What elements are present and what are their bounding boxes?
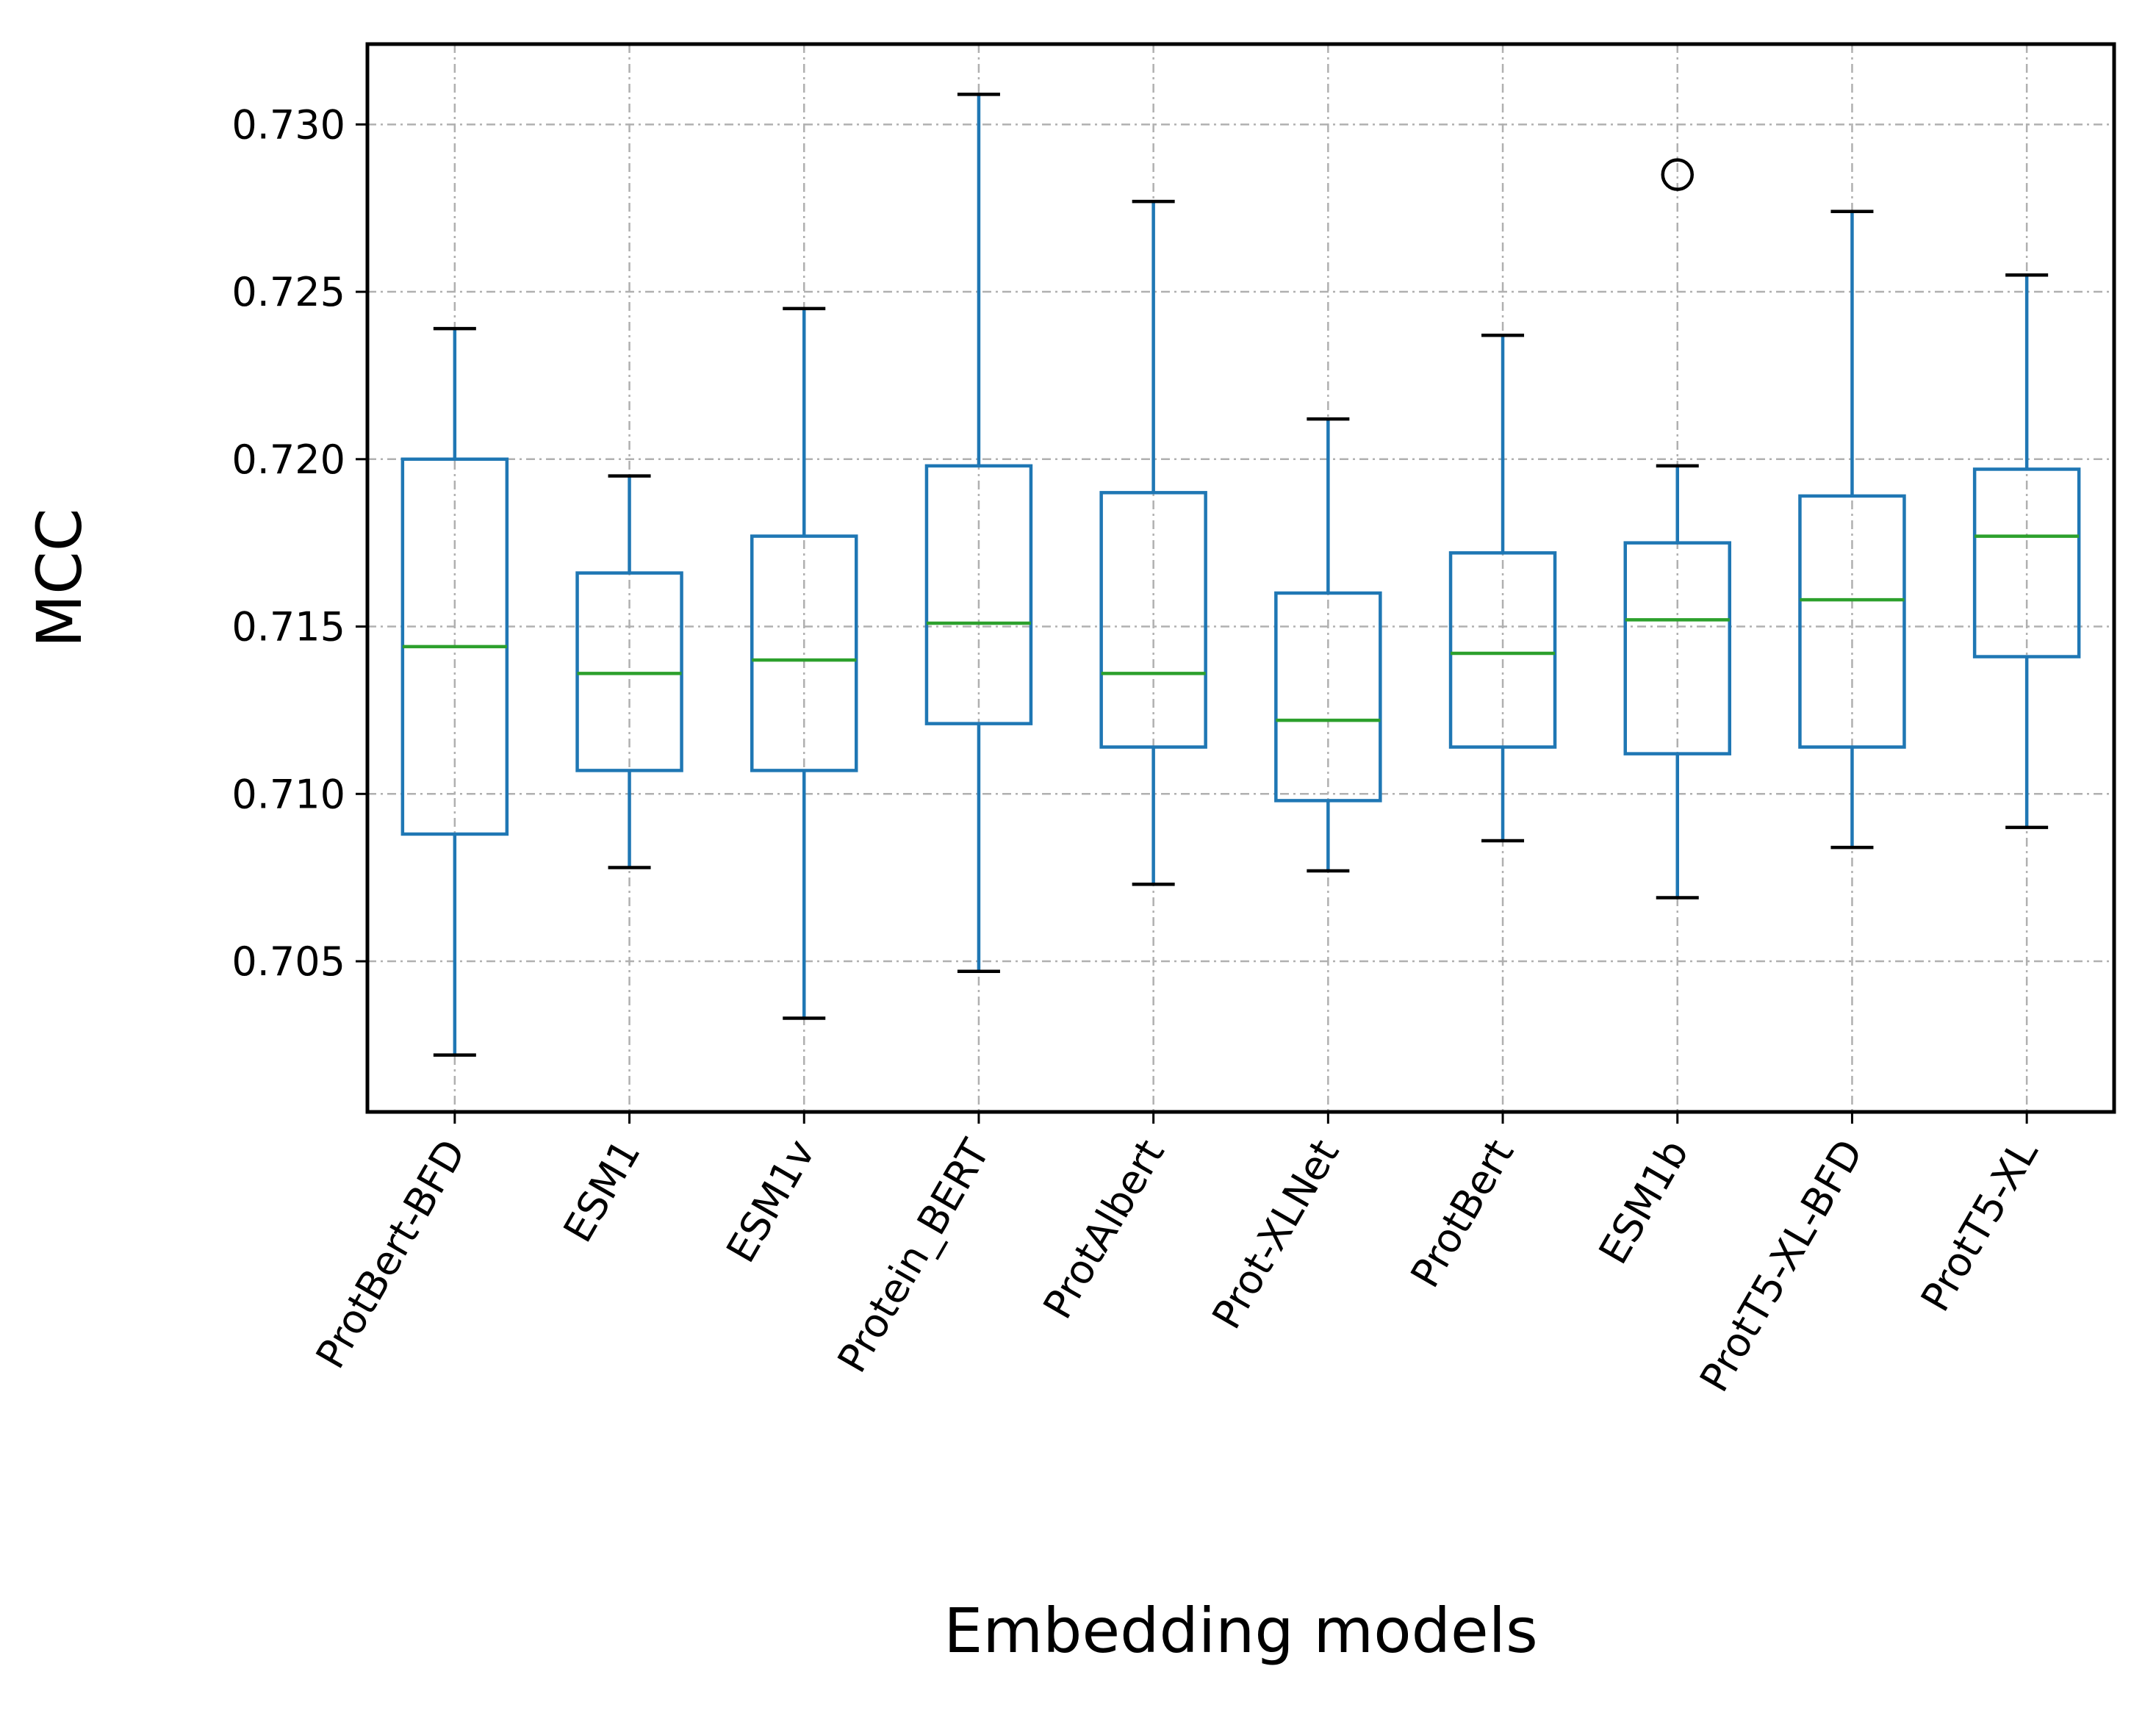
iqr-box xyxy=(1798,494,1906,749)
y-tick-label: 0.725 xyxy=(231,269,345,315)
iqr-box xyxy=(750,534,858,772)
y-axis-label: MCC xyxy=(24,509,96,648)
box-ProtT5-XL-BFD xyxy=(1798,209,1906,850)
x-tick-label: ProtBert-BFD xyxy=(307,1132,475,1376)
box-ProtBert-BFD xyxy=(400,326,509,1057)
x-tick-label: Protein_BERT xyxy=(829,1131,999,1380)
iqr-box xyxy=(1623,541,1731,755)
x-tick-label: Prot-XLNet xyxy=(1203,1132,1348,1337)
box-Protein_BERT xyxy=(924,93,1033,973)
axis-ticks: 0.705 0.710 0.715 0.720 0.725 0.730 ProtBert-B… xyxy=(231,101,2047,1399)
iqr-box xyxy=(1448,551,1557,749)
boxes xyxy=(400,93,2081,1057)
iqr-box xyxy=(1972,467,2081,658)
grid-lines xyxy=(367,44,2114,1112)
box-ESM1v xyxy=(750,306,858,1020)
y-tick-label: 0.720 xyxy=(231,437,345,483)
y-tick-label: 0.730 xyxy=(231,101,345,148)
box-ESM1b xyxy=(1623,158,1731,900)
x-tick-label: ESM1 xyxy=(555,1132,650,1250)
box-ProtT5-XL xyxy=(1972,273,2081,830)
x-tick-label: ProtT5-XL xyxy=(1912,1132,2047,1319)
iqr-box xyxy=(924,464,1033,725)
x-axis-label: Embedding models xyxy=(944,1595,1537,1667)
y-tick-label: 0.705 xyxy=(231,938,345,985)
x-tick-label: ESM1b xyxy=(1590,1132,1697,1272)
box-ESM1 xyxy=(575,474,683,869)
box-ProtBert xyxy=(1448,334,1557,843)
iqr-box xyxy=(1099,491,1207,749)
x-tick-label: ProtBert xyxy=(1402,1132,1523,1295)
box-Prot-XLNet xyxy=(1274,417,1382,873)
x-tick-label: ProtT5-XL-BFD xyxy=(1691,1132,1872,1399)
x-tick-label: ProtAlbert xyxy=(1035,1132,1174,1327)
y-tick-label: 0.715 xyxy=(231,604,345,650)
iqr-box xyxy=(575,571,683,772)
plot-frame xyxy=(365,42,2116,1114)
box-ProtAlbert xyxy=(1099,199,1207,886)
y-tick-label: 0.710 xyxy=(231,771,345,817)
x-tick-label: ESM1v xyxy=(717,1132,824,1271)
outlier-point xyxy=(1661,158,1694,191)
iqr-box xyxy=(1274,591,1382,803)
